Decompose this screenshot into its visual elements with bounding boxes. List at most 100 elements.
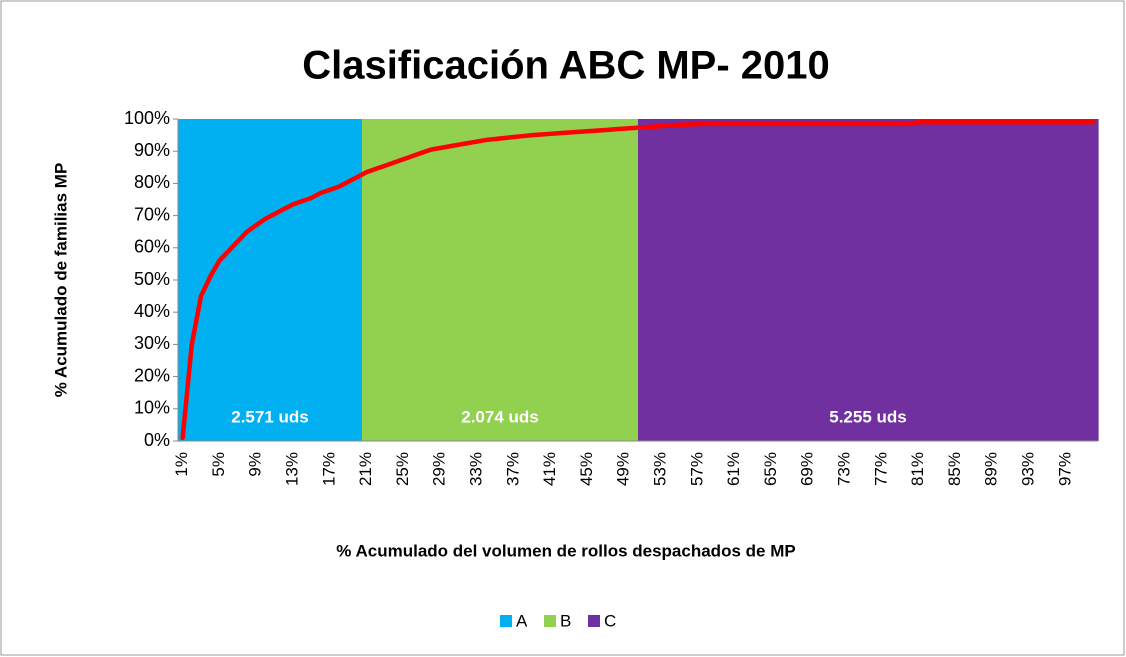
x-tick-label: 85%	[945, 452, 964, 486]
bar	[417, 119, 427, 441]
x-tick-label: 81%	[908, 452, 927, 486]
bar	[684, 119, 694, 441]
x-tick-label: 89%	[982, 452, 1001, 486]
bar	[785, 119, 795, 441]
x-tick-label: 77%	[871, 452, 890, 486]
bar	[334, 119, 345, 441]
y-tick-label: 90%	[134, 140, 170, 160]
bar	[601, 119, 611, 441]
bar	[251, 119, 262, 441]
legend-swatch	[588, 615, 600, 627]
bar	[757, 119, 768, 441]
bar	[904, 119, 915, 441]
bar	[730, 119, 740, 441]
bar	[527, 119, 538, 441]
x-tick-label: 25%	[393, 452, 412, 486]
legend-swatch	[500, 615, 512, 627]
y-tick-label: 80%	[134, 172, 170, 192]
bar	[858, 119, 869, 441]
annotation: 5.255 uds	[829, 407, 907, 426]
x-tick-label: 29%	[430, 452, 449, 486]
bar	[996, 119, 1007, 441]
bar	[242, 119, 253, 441]
bar	[693, 119, 703, 441]
bar	[1061, 119, 1071, 441]
bar	[647, 119, 657, 441]
y-tick-label: 20%	[134, 365, 170, 385]
bar	[1015, 119, 1025, 441]
annotation: 2.074 uds	[461, 407, 539, 426]
bar	[1052, 119, 1062, 441]
x-tick-label: 13%	[282, 452, 301, 486]
bar	[702, 119, 713, 441]
bar	[408, 119, 418, 441]
x-tick-label: 69%	[798, 452, 817, 486]
bar	[1079, 119, 1090, 441]
bar	[766, 119, 777, 441]
bar	[536, 119, 547, 441]
bar	[325, 119, 335, 441]
bar	[877, 119, 887, 441]
bar	[306, 119, 317, 441]
legend-label: A	[516, 611, 528, 630]
bar	[564, 119, 575, 441]
bar	[233, 119, 243, 441]
bar	[297, 119, 308, 441]
bar	[812, 119, 823, 441]
bar	[518, 119, 529, 441]
bar	[371, 119, 381, 441]
bar	[279, 119, 289, 441]
y-tick-label: 0%	[144, 430, 170, 450]
bar	[794, 119, 805, 441]
bar	[638, 119, 648, 441]
x-tick-label: 45%	[577, 452, 596, 486]
bar	[987, 119, 998, 441]
bar	[665, 119, 676, 441]
annotation: 2.571 uds	[231, 407, 309, 426]
bar	[739, 119, 749, 441]
bar	[592, 119, 602, 441]
x-tick-label: 65%	[761, 452, 780, 486]
bar	[546, 119, 556, 441]
y-tick-label: 60%	[134, 237, 170, 257]
y-tick-label: 40%	[134, 301, 170, 321]
bar	[270, 119, 280, 441]
bar	[628, 119, 639, 441]
bar	[352, 119, 363, 441]
bar	[840, 119, 851, 441]
x-tick-label: 53%	[650, 452, 669, 486]
bar	[555, 119, 565, 441]
x-tick-label: 17%	[319, 452, 338, 486]
line	[180, 119, 1096, 441]
bar	[343, 119, 354, 441]
x-tick-label: 5%	[209, 452, 228, 477]
bar	[886, 119, 897, 441]
bar	[316, 119, 326, 441]
bar	[444, 119, 455, 441]
bar	[969, 119, 979, 441]
bar	[463, 119, 473, 441]
bar	[380, 119, 391, 441]
bar	[472, 119, 483, 441]
y-tick-label: 10%	[134, 398, 170, 418]
bar	[619, 119, 630, 441]
bar	[1033, 119, 1044, 441]
x-tick-label: 37%	[503, 452, 522, 486]
bar	[1088, 119, 1099, 441]
bar	[435, 119, 446, 441]
bar	[849, 119, 860, 441]
bar	[187, 119, 197, 441]
bar	[454, 119, 464, 441]
bar	[941, 119, 952, 441]
bar	[426, 119, 437, 441]
bar	[1006, 119, 1016, 441]
legend-label: B	[560, 611, 571, 630]
x-tick-label: 33%	[466, 452, 485, 486]
bar	[831, 119, 841, 441]
bar	[720, 119, 731, 441]
bar	[224, 119, 234, 441]
bar	[500, 119, 510, 441]
bar	[923, 119, 933, 441]
